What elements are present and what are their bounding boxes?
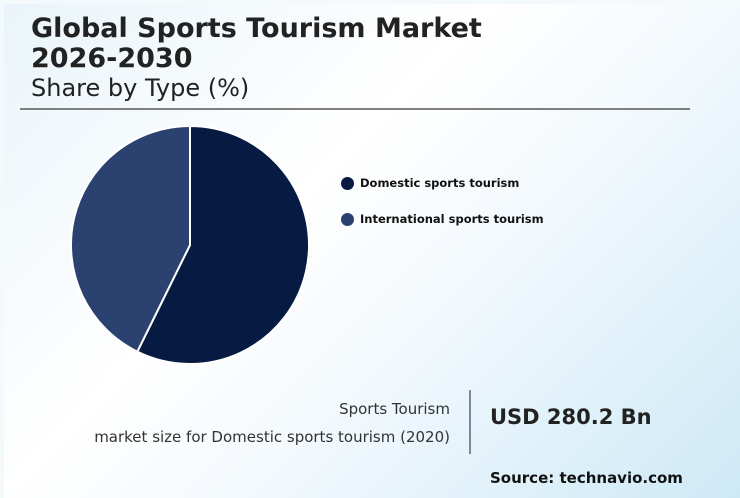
pie-slice-domestic: [136, 125, 310, 365]
title-divider: [20, 108, 690, 110]
legend-dot-icon: [341, 176, 354, 190]
legend-label: Domestic sports tourism: [360, 176, 520, 190]
source-credit: Source: technavio.com: [490, 469, 683, 487]
stat-label-line2: market size for Domestic sports tourism …: [94, 428, 450, 446]
legend-label: International sports tourism: [360, 212, 544, 226]
pie-chart: [70, 125, 310, 365]
chart-subtitle: Share by Type (%): [31, 74, 250, 102]
legend-dot-icon: [341, 212, 354, 226]
chart-title: Global Sports Tourism Market 2026-2030: [31, 14, 482, 74]
legend-item-domestic: Domestic sports tourism: [341, 175, 544, 191]
pie-slice-international: [70, 125, 191, 353]
stat-label-line1: Sports Tourism: [339, 400, 450, 418]
title-line-1: Global Sports Tourism Market: [31, 13, 482, 44]
stat-value: USD 280.2 Bn: [490, 405, 652, 429]
legend-item-international: International sports tourism: [341, 211, 544, 227]
title-line-2: 2026-2030: [31, 43, 193, 74]
legend: Domestic sports tourism International sp…: [341, 175, 544, 247]
stat-divider: [469, 390, 471, 454]
